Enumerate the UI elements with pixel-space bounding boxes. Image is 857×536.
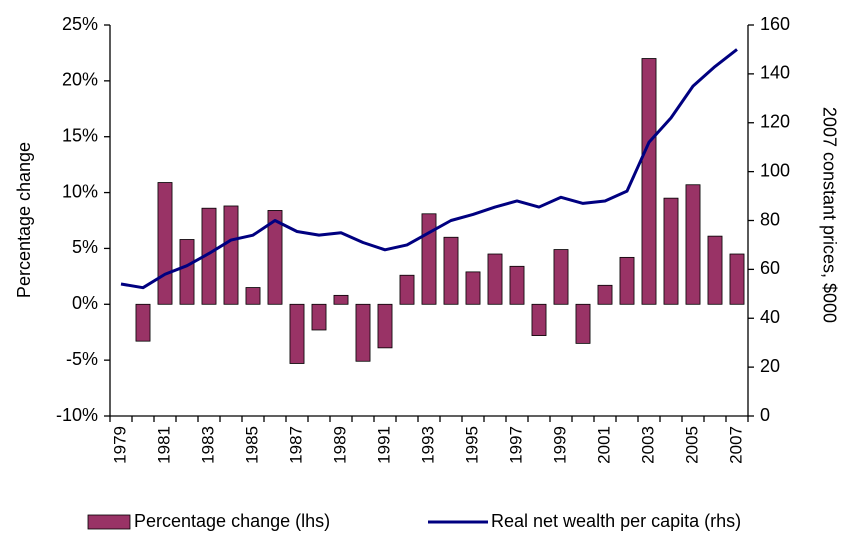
bar: [619, 256, 635, 305]
bar: [157, 182, 173, 305]
bar: [289, 303, 305, 364]
legend-label: Real net wealth per capita (rhs): [491, 511, 741, 531]
bar: [333, 294, 349, 305]
x-tick-label: 1983: [198, 426, 217, 464]
line: [120, 48, 738, 290]
y2-tick-label: 60: [760, 258, 780, 278]
bar: [377, 303, 393, 349]
bar: [663, 197, 679, 305]
y-tick-label: 20%: [62, 70, 98, 90]
legend-label: Percentage change (lhs): [134, 511, 330, 531]
bar: [597, 284, 613, 305]
x-tick-label: 1995: [462, 426, 481, 464]
bar: [267, 210, 283, 305]
y2-tick-label: 120: [760, 112, 790, 132]
bar: [575, 303, 591, 344]
x-tick-label: 1979: [110, 426, 129, 464]
y-axis-label: Percentage change: [14, 142, 34, 298]
x-tick-label: 1989: [330, 426, 349, 464]
bar: [399, 274, 415, 305]
bar: [421, 213, 437, 305]
y2-axis-label: 2007 constant prices, $000: [819, 107, 839, 323]
bar: [223, 205, 239, 305]
x-tick-label: 2007: [726, 426, 745, 464]
x-tick-label: 2005: [682, 426, 701, 464]
y-tick-label: 15%: [62, 125, 98, 145]
x-tick-label: 1993: [418, 426, 437, 464]
bar: [355, 303, 371, 362]
y2-tick-label: 80: [760, 209, 780, 229]
y2-tick-label: 100: [760, 160, 790, 180]
y-tick-label: 25%: [62, 14, 98, 34]
y2-tick-label: 40: [760, 307, 780, 327]
bar: [245, 287, 261, 305]
x-tick-label: 1987: [286, 426, 305, 464]
bar: [443, 236, 459, 305]
x-tick-label: 2001: [594, 426, 613, 464]
y-tick-label: -10%: [56, 405, 98, 425]
y2-tick-label: 20: [760, 356, 780, 376]
bar: [685, 184, 701, 305]
y-tick-label: 0%: [72, 293, 98, 313]
x-tick-label: 1981: [154, 426, 173, 464]
bar: [311, 303, 327, 331]
bar: [707, 235, 723, 305]
bar: [487, 253, 503, 305]
x-tick-label: 2003: [638, 426, 657, 464]
bar: [465, 271, 481, 305]
bar: [729, 253, 745, 305]
y-tick-label: 10%: [62, 181, 98, 201]
y2-tick-label: 0: [760, 405, 770, 425]
bar: [179, 239, 195, 305]
x-tick-label: 1985: [242, 426, 261, 464]
bar: [531, 303, 547, 336]
bar: [553, 249, 569, 305]
bar: [135, 303, 151, 342]
y-tick-label: 5%: [72, 237, 98, 257]
y2-tick-label: 140: [760, 63, 790, 83]
bar: [509, 265, 525, 305]
bar: [641, 58, 657, 305]
y-tick-label: -5%: [66, 349, 98, 369]
y2-tick-label: 160: [760, 14, 790, 34]
x-tick-label: 1991: [374, 426, 393, 464]
x-tick-label: 1999: [550, 426, 569, 464]
x-tick-label: 1997: [506, 426, 525, 464]
legend-swatch: [87, 514, 131, 530]
